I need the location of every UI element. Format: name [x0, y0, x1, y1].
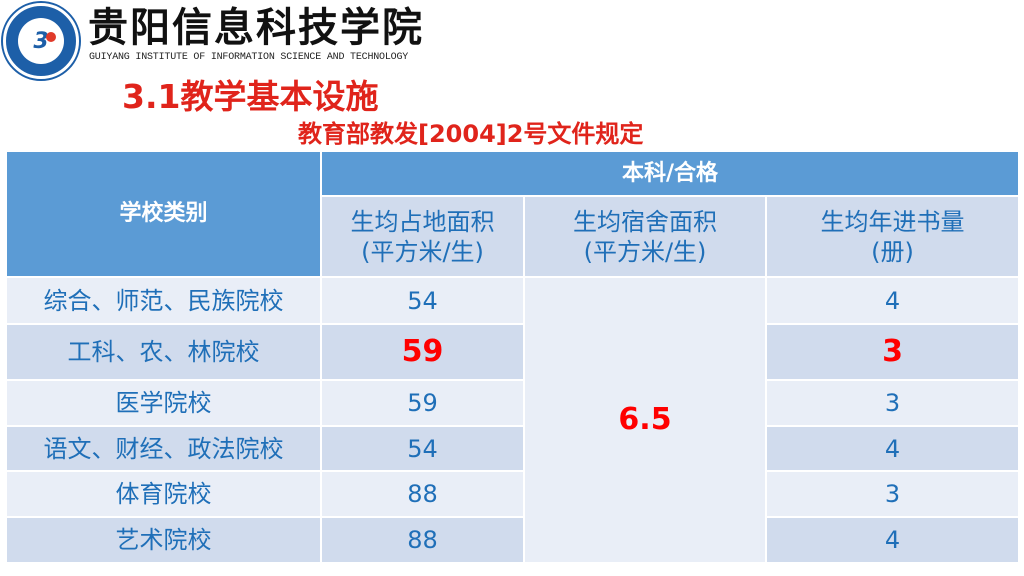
table-cell-land: 59: [322, 381, 523, 425]
table-cell-books: 4: [767, 278, 1018, 323]
school-name-en: GUIYANG INSTITUTE OF INFORMATION SCIENCE…: [89, 52, 409, 63]
school-logo: 3: [3, 3, 79, 79]
table-cell-books: 3: [767, 381, 1018, 425]
table-cell-type: 体育院校: [7, 472, 320, 516]
table-cell-type: 医学院校: [7, 381, 320, 425]
header-dorm-area: 生均宿舍面积 (平方米/生): [525, 197, 765, 276]
table-cell-land: 88: [322, 472, 523, 516]
header-books: 生均年进书量 (册): [767, 197, 1018, 276]
table-cell-type: 工科、农、林院校: [7, 325, 320, 379]
header-group: 本科/合格: [322, 152, 1018, 195]
slide-subtitle: 教育部教发[2004]2号文件规定: [298, 120, 644, 148]
table-cell-books: 4: [767, 518, 1018, 562]
table-cell-type: 语文、财经、政法院校: [7, 427, 320, 470]
table-cell-land: 54: [322, 427, 523, 470]
slide-title: 3.1教学基本设施: [122, 77, 379, 116]
table-cell-books: 4: [767, 427, 1018, 470]
table-cell-land: 88: [322, 518, 523, 562]
table-cell-land: 54: [322, 278, 523, 323]
header-school-type: 学校类别: [7, 152, 320, 276]
table-cell-type: 艺术院校: [7, 518, 320, 562]
table-cell-books: 3: [767, 325, 1018, 379]
table-cell-type: 综合、师范、民族院校: [7, 278, 320, 323]
dorm-area-value: 6.5: [525, 278, 765, 562]
table-cell-books: 3: [767, 472, 1018, 516]
school-name-cn: 贵阳信息科技学院: [88, 4, 424, 51]
header-land-area: 生均占地面积 (平方米/生): [322, 197, 523, 276]
table-cell-land: 59: [322, 325, 523, 379]
